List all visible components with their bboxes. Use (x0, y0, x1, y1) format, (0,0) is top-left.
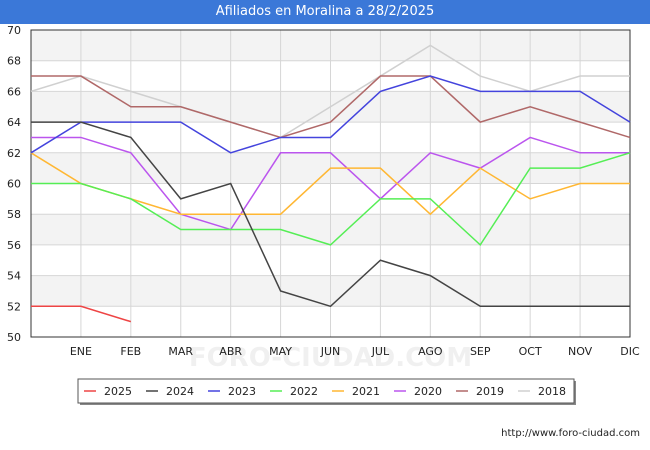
x-tick-label: FEB (120, 345, 141, 358)
x-tick-label: ENE (70, 345, 92, 358)
series-line-2019 (31, 75, 631, 139)
x-tick-label: JUL (371, 345, 390, 358)
title-bar (0, 0, 650, 24)
y-tick-label: 66 (7, 85, 21, 98)
x-tick-label: SEP (470, 345, 491, 358)
x-tick-label: OCT (519, 345, 542, 358)
y-tick-label: 60 (7, 178, 21, 191)
x-tick-label: MAR (168, 345, 193, 358)
y-tick-label: 50 (7, 331, 21, 344)
y-tick-label: 54 (7, 270, 21, 283)
legend-label-2020: 2020 (414, 385, 442, 398)
series-line-2022 (31, 152, 631, 247)
y-tick-label: 58 (7, 208, 21, 221)
legend-label-2022: 2022 (290, 385, 318, 398)
legend-label-2019: 2019 (476, 385, 504, 398)
legend-label-2023: 2023 (228, 385, 256, 398)
x-tick-label: JUN (320, 345, 341, 358)
legend-label-2025: 2025 (104, 385, 132, 398)
x-tick-label: NOV (568, 345, 593, 358)
x-tick-label: DIC (620, 345, 640, 358)
y-tick-label: 56 (7, 239, 21, 252)
watermark: FORO-CIUDAD.COM (189, 343, 472, 373)
legend-label-2018: 2018 (538, 385, 566, 398)
series-line-2020 (31, 136, 630, 231)
y-tick-label: 68 (7, 55, 21, 68)
footer-url: http://www.foro-ciudad.com (501, 428, 640, 439)
y-tick-label: 62 (7, 147, 21, 160)
chart-title: Afiliados en Moralina a 28/2/2025 (215, 4, 435, 19)
x-tick-label: AGO (418, 345, 443, 358)
legend-box (77, 378, 575, 404)
series-line-2025 (31, 305, 132, 323)
y-tick-label: 70 (7, 24, 21, 37)
y-tick-label: 64 (7, 116, 21, 129)
x-tick-label: MAY (269, 345, 292, 358)
x-tick-label: ABR (219, 345, 242, 358)
legend-label-2021: 2021 (352, 385, 380, 398)
legend-label-2024: 2024 (166, 385, 194, 398)
y-tick-label: 52 (7, 300, 21, 313)
series-line-2024 (31, 121, 630, 308)
series-line-2023 (30, 75, 631, 154)
